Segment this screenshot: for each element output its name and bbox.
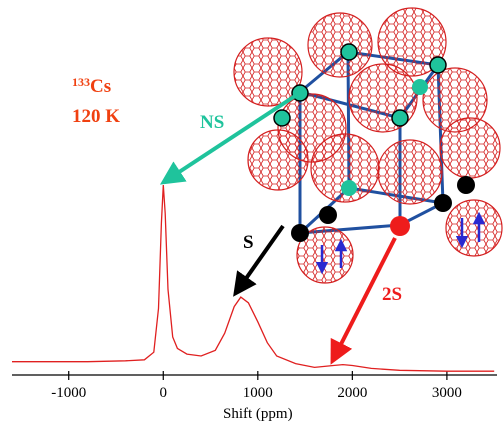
arrow (159, 94, 297, 185)
arrow (330, 237, 397, 365)
x-tick-label: 1000 (243, 385, 273, 401)
annotation: 120 K (72, 106, 120, 127)
annotation: 133Cs (72, 75, 111, 97)
x-tick-label: 0 (160, 385, 168, 401)
crystal-structure (233, 7, 503, 284)
annotation: S (243, 232, 254, 253)
annotation: 2S (382, 284, 402, 305)
arrow (233, 224, 285, 297)
isotope-mass: 133 (72, 75, 90, 89)
annotation: NS (200, 112, 224, 133)
x-axis-label: Shift (ppm) (223, 406, 293, 422)
x-tick-label: -1000 (51, 385, 86, 401)
x-tick-label: 3000 (432, 385, 462, 401)
x-tick-label: 2000 (337, 385, 367, 401)
isotope-symbol: Cs (90, 76, 111, 97)
spectrum-line (12, 184, 495, 372)
